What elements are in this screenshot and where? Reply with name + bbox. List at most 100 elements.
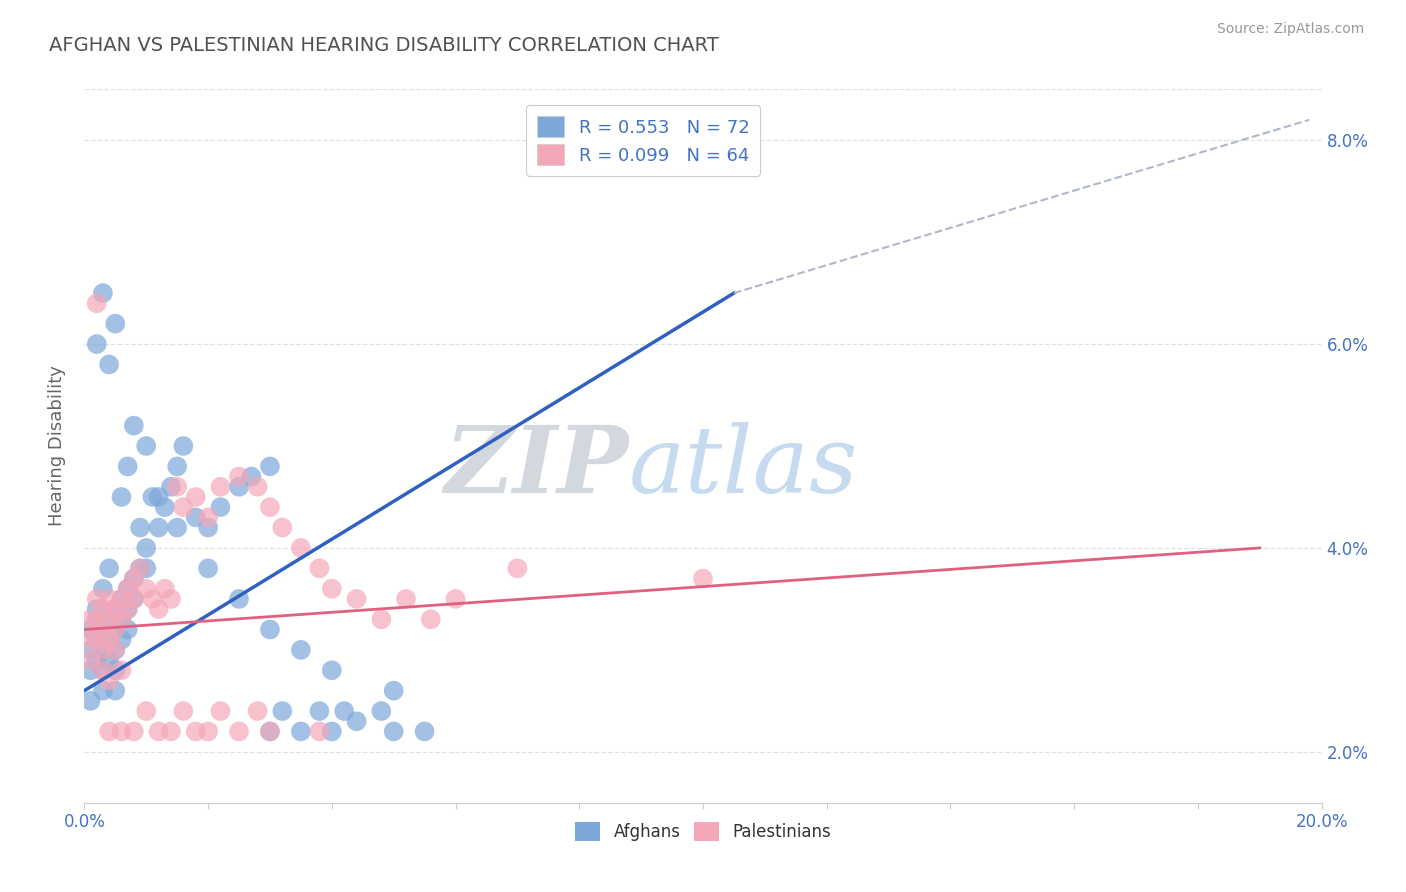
Point <box>86 602 108 616</box>
Point <box>91 643 114 657</box>
Point <box>91 663 114 677</box>
Point <box>308 724 330 739</box>
Point <box>117 582 139 596</box>
Point <box>86 591 108 606</box>
Point <box>413 724 436 739</box>
Point <box>160 591 183 606</box>
Point <box>259 459 281 474</box>
Point <box>308 561 330 575</box>
Point <box>122 591 145 606</box>
Point <box>135 439 157 453</box>
Point <box>91 602 114 616</box>
Point <box>166 520 188 534</box>
Point <box>122 591 145 606</box>
Point <box>209 704 232 718</box>
Y-axis label: Hearing Disability: Hearing Disability <box>48 366 66 526</box>
Point <box>122 724 145 739</box>
Point <box>104 317 127 331</box>
Point <box>246 704 269 718</box>
Legend: Afghans, Palestinians: Afghans, Palestinians <box>568 815 838 848</box>
Point <box>506 561 529 575</box>
Point <box>129 561 152 575</box>
Point <box>148 724 170 739</box>
Point <box>79 632 101 647</box>
Point <box>79 623 101 637</box>
Point <box>117 582 139 596</box>
Point <box>259 623 281 637</box>
Point <box>240 469 263 483</box>
Point <box>110 663 132 677</box>
Point <box>246 480 269 494</box>
Point <box>110 591 132 606</box>
Point <box>117 602 139 616</box>
Point <box>321 724 343 739</box>
Point <box>692 572 714 586</box>
Point <box>110 612 132 626</box>
Point <box>382 724 405 739</box>
Point <box>228 591 250 606</box>
Point <box>197 520 219 534</box>
Point <box>122 572 145 586</box>
Point <box>110 591 132 606</box>
Point <box>91 582 114 596</box>
Point <box>135 541 157 555</box>
Point <box>148 602 170 616</box>
Point <box>122 572 145 586</box>
Point <box>104 663 127 677</box>
Point <box>259 500 281 515</box>
Point <box>104 623 127 637</box>
Point <box>98 724 121 739</box>
Text: atlas: atlas <box>628 423 858 512</box>
Point <box>290 643 312 657</box>
Point <box>86 296 108 310</box>
Point <box>166 480 188 494</box>
Point <box>110 612 132 626</box>
Point <box>104 683 127 698</box>
Point <box>141 591 163 606</box>
Point <box>86 653 108 667</box>
Point <box>228 469 250 483</box>
Point <box>153 500 176 515</box>
Point <box>98 358 121 372</box>
Point <box>153 582 176 596</box>
Point <box>79 643 101 657</box>
Point <box>86 632 108 647</box>
Point <box>91 643 114 657</box>
Point <box>117 623 139 637</box>
Point <box>110 724 132 739</box>
Point <box>104 643 127 657</box>
Point <box>141 490 163 504</box>
Point <box>129 520 152 534</box>
Point <box>148 520 170 534</box>
Point <box>91 683 114 698</box>
Point <box>228 480 250 494</box>
Point <box>98 632 121 647</box>
Point <box>228 724 250 739</box>
Point <box>184 490 207 504</box>
Point <box>308 704 330 718</box>
Point <box>321 582 343 596</box>
Point <box>160 724 183 739</box>
Point <box>122 418 145 433</box>
Point <box>209 500 232 515</box>
Point <box>346 591 368 606</box>
Point <box>160 480 183 494</box>
Point <box>382 683 405 698</box>
Text: Source: ZipAtlas.com: Source: ZipAtlas.com <box>1216 22 1364 37</box>
Point <box>197 510 219 524</box>
Point <box>104 602 127 616</box>
Point <box>86 632 108 647</box>
Point <box>110 490 132 504</box>
Point <box>79 663 101 677</box>
Point <box>91 623 114 637</box>
Point <box>259 724 281 739</box>
Point <box>98 632 121 647</box>
Point <box>117 602 139 616</box>
Point <box>148 490 170 504</box>
Point <box>333 704 356 718</box>
Point <box>172 704 194 718</box>
Point <box>290 541 312 555</box>
Point <box>98 591 121 606</box>
Point <box>129 561 152 575</box>
Point <box>271 520 294 534</box>
